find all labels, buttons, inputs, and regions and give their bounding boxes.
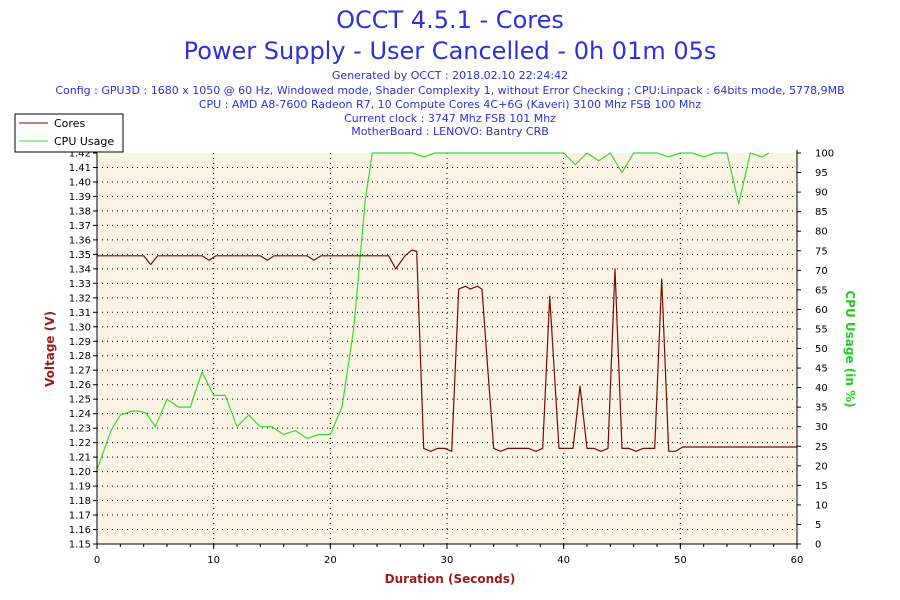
series-line-cpu-usage — [96, 152, 770, 470]
y-tick-label-right: 55 — [815, 324, 828, 335]
series-line-cores — [97, 249, 797, 452]
x-tick-label: 0 — [94, 555, 100, 566]
config-info: Config : GPU3D : 1680 x 1050 @ 60 Hz, Wi… — [55, 84, 845, 97]
y-tick-label-right: 100 — [815, 149, 834, 160]
y-tick-label-left: 1.31 — [69, 308, 91, 319]
y-tick-label-left: 1.34 — [69, 264, 91, 275]
x-tick-label: 20 — [324, 555, 337, 566]
y-tick-label-left: 1.17 — [69, 511, 91, 522]
y-tick-label-left: 1.37 — [69, 221, 91, 232]
x-tick-label: 10 — [207, 555, 220, 566]
y-tick-label-right: 90 — [815, 188, 828, 199]
y-tick-label-left: 1.27 — [69, 366, 91, 377]
legend: Cores CPU Usage — [14, 113, 124, 153]
legend-label-cores: Cores — [54, 117, 85, 130]
grid — [97, 153, 797, 544]
y-tick-label-right: 85 — [815, 207, 828, 218]
y-tick-label-left: 1.22 — [69, 438, 91, 449]
y-tick-label-right: 5 — [815, 520, 821, 531]
y-tick-label-left: 1.23 — [69, 424, 91, 435]
y-tick-label-left: 1.32 — [69, 293, 91, 304]
y-tick-label-left: 1.29 — [69, 337, 91, 348]
chart-title: OCCT 4.5.1 - Cores — [336, 6, 564, 34]
motherboard-info: MotherBoard : LENOVO: Bantry CRB — [351, 125, 549, 138]
y-tick-label-left: 1.24 — [69, 409, 91, 420]
legend-label-cpu-usage: CPU Usage — [54, 135, 114, 148]
generated-info: Generated by OCCT : 2018.02.10 22:24:42 — [331, 69, 569, 82]
y-tick-label-right: 95 — [815, 168, 828, 179]
y-tick-label-left: 1.18 — [69, 496, 91, 507]
chart-subtitle: Power Supply - User Cancelled - 0h 01m 0… — [183, 37, 717, 65]
y-axis-label-left: Voltage (V) — [43, 311, 57, 387]
y-axis-label-right: CPU Usage (in %) — [843, 290, 857, 407]
series-layer — [96, 152, 797, 470]
y-tick-label-left: 1.28 — [69, 351, 91, 362]
y-tick-label-right: 25 — [815, 442, 828, 453]
y-tick-label-left: 1.15 — [69, 540, 91, 551]
y-tick-label-left: 1.26 — [69, 380, 91, 391]
legend-box — [14, 113, 124, 153]
y-tick-label-right: 70 — [815, 266, 828, 277]
y-tick-label-left: 1.20 — [69, 467, 91, 478]
y-tick-label-right: 15 — [815, 481, 828, 492]
y-tick-label-right: 65 — [815, 285, 828, 296]
y-tick-label-right: 35 — [815, 403, 828, 414]
y-tick-label-right: 40 — [815, 383, 828, 394]
x-tick-label: 60 — [791, 555, 804, 566]
y-tick-label-left: 1.41 — [69, 163, 91, 174]
y-tick-label-right: 30 — [815, 422, 828, 433]
y-tick-label-left: 1.40 — [69, 177, 91, 188]
y-tick-label-right: 10 — [815, 500, 828, 511]
y-tick-label-left: 1.33 — [69, 279, 91, 290]
x-tick-label: 40 — [557, 555, 570, 566]
x-tick-label: 30 — [441, 555, 454, 566]
y-tick-label-right: 80 — [815, 227, 828, 238]
y-tick-label-right: 0 — [815, 540, 821, 551]
y-tick-label-left: 1.19 — [69, 482, 91, 493]
x-tick-label: 50 — [674, 555, 687, 566]
y-tick-label-right: 50 — [815, 344, 828, 355]
y-tick-label-right: 20 — [815, 461, 828, 472]
y-tick-label-left: 1.16 — [69, 525, 91, 536]
y-tick-label-left: 1.36 — [69, 235, 91, 246]
y-tick-label-left: 1.25 — [69, 395, 91, 406]
y-tick-label-left: 1.42 — [69, 149, 91, 160]
y-tick-label-right: 45 — [815, 364, 828, 375]
ticks: 0 10 20 30 40 50 601.151.161.171.181.191.201.2… — [69, 149, 834, 567]
x-axis-label: Duration (Seconds) — [385, 572, 516, 586]
y-tick-label-right: 75 — [815, 246, 828, 257]
y-tick-label-left: 1.30 — [69, 322, 91, 333]
cpu-info: CPU : AMD A8-7600 Radeon R7, 10 Compute … — [198, 98, 702, 111]
clock-info: Current clock : 3747 Mhz FSB 101 Mhz — [344, 112, 556, 125]
y-tick-label-left: 1.35 — [69, 250, 91, 261]
y-tick-label-left: 1.38 — [69, 206, 91, 217]
y-tick-label-right: 60 — [815, 305, 828, 316]
y-tick-label-left: 1.39 — [69, 192, 91, 203]
y-tick-label-left: 1.21 — [69, 453, 91, 464]
